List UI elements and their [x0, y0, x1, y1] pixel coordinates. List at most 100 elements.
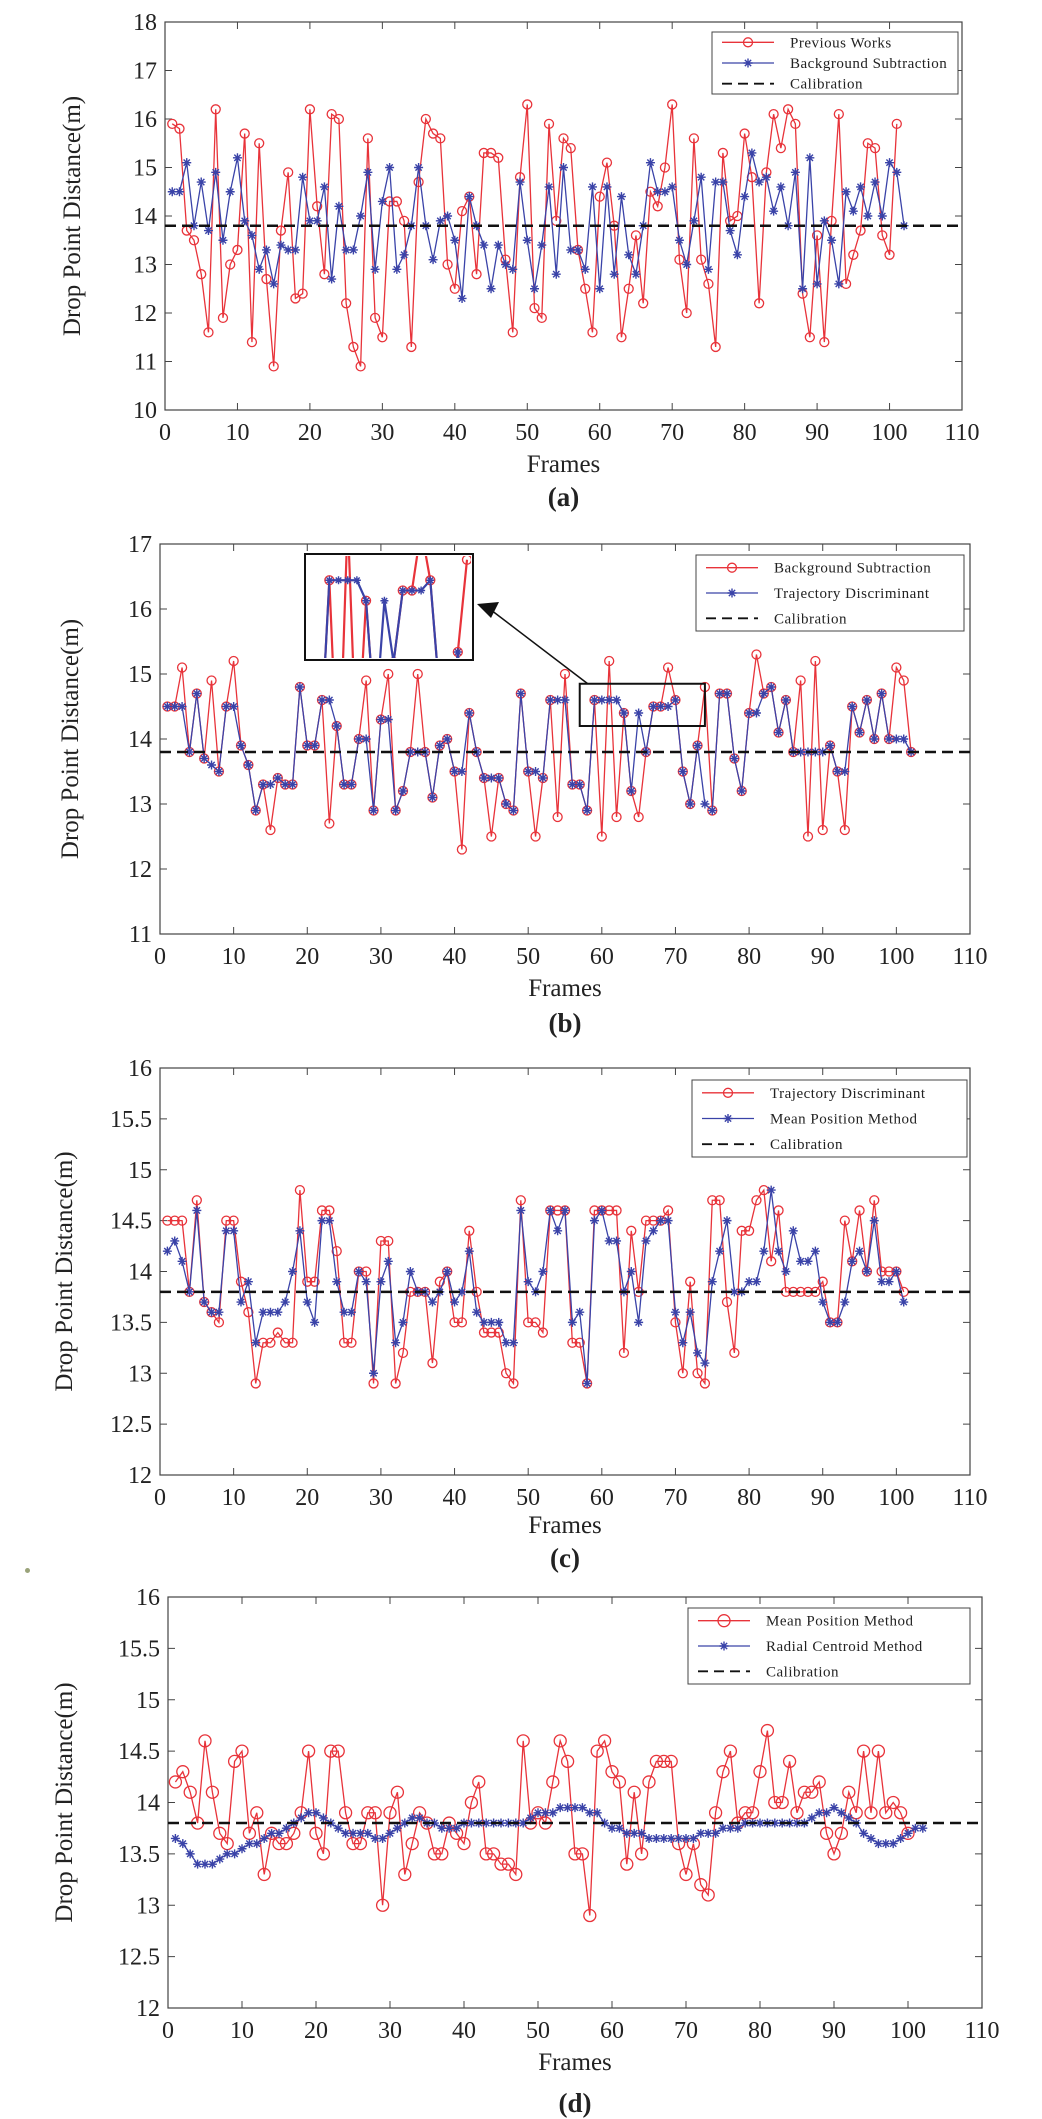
- data-point: [898, 675, 909, 686]
- data-point: [888, 1839, 898, 1849]
- zoom-arrow-head: [477, 602, 499, 618]
- data-point: [899, 734, 909, 744]
- data-point: [871, 1744, 886, 1758]
- data-point: [471, 269, 482, 280]
- x-tick-label: 40: [443, 1485, 467, 1511]
- data-point: [529, 302, 540, 314]
- data-point: [782, 1754, 797, 1769]
- data-point: [450, 1297, 460, 1307]
- x-tick-label: 10: [230, 2018, 254, 2044]
- legend-marker: [743, 58, 753, 68]
- data-point: [361, 1277, 371, 1287]
- y-tick-label: 14: [133, 204, 157, 230]
- data-point: [250, 1806, 264, 1820]
- subfigure-caption: (d): [559, 2088, 592, 2118]
- inset-data-point: [380, 596, 389, 605]
- data-point: [732, 250, 742, 260]
- data-point: [479, 1317, 489, 1327]
- data-point: [862, 695, 872, 705]
- data-point: [265, 824, 276, 836]
- x-tick-label: 90: [811, 944, 835, 970]
- data-point: [833, 109, 844, 120]
- data-point: [733, 1823, 743, 1833]
- x-tick-label: 110: [952, 1485, 987, 1511]
- y-tick-label: 18: [133, 10, 157, 36]
- x-tick-label: 50: [526, 2018, 550, 2044]
- data-point: [302, 1297, 312, 1307]
- data-point: [589, 695, 599, 705]
- data-point: [560, 1754, 575, 1769]
- legend-marker: [723, 1114, 733, 1123]
- data-point: [761, 172, 771, 182]
- data-point: [222, 1849, 232, 1859]
- x-tick-label: 10: [222, 1485, 246, 1511]
- y-tick-label: 11: [129, 922, 152, 948]
- data-point: [399, 250, 409, 260]
- x-tick-label: 100: [872, 420, 908, 446]
- legend-marker: [717, 1614, 731, 1628]
- data-point: [486, 1327, 497, 1338]
- data-point: [168, 1775, 183, 1789]
- data-point: [692, 1368, 703, 1379]
- data-point: [523, 1317, 534, 1328]
- data-point: [170, 1236, 180, 1246]
- x-tick-label: 110: [952, 944, 987, 970]
- data-point: [178, 1839, 188, 1849]
- inset-data-point: [343, 576, 352, 585]
- data-point: [587, 327, 598, 338]
- data-point: [310, 741, 320, 750]
- data-point: [167, 118, 178, 129]
- data-point: [622, 1828, 632, 1838]
- data-point: [682, 260, 692, 269]
- data-point: [575, 780, 585, 789]
- data-point: [290, 293, 301, 304]
- data-point: [162, 1215, 173, 1226]
- data-point: [753, 298, 765, 309]
- data-point: [206, 675, 217, 686]
- data-point: [267, 1828, 277, 1838]
- data-point: [825, 1317, 835, 1327]
- data-point: [573, 245, 583, 255]
- data-point: [644, 1833, 654, 1843]
- data-point: [877, 230, 888, 241]
- data-point: [863, 211, 873, 221]
- data-point: [817, 1276, 828, 1287]
- data-point: [259, 1833, 269, 1843]
- data-point: [354, 1267, 364, 1276]
- data-point: [217, 312, 229, 324]
- data-point: [210, 104, 221, 115]
- x-tick-label: 50: [516, 1485, 540, 1511]
- x-tick-label: 30: [369, 1485, 393, 1511]
- data-point: [560, 695, 570, 705]
- data-point: [597, 695, 607, 705]
- x-tick-label: 20: [304, 2018, 328, 2044]
- data-point: [370, 1833, 380, 1843]
- data-point: [723, 1744, 738, 1758]
- data-point: [796, 1256, 806, 1266]
- data-point: [309, 1276, 320, 1287]
- data-point: [662, 662, 674, 673]
- data-point: [736, 1225, 747, 1236]
- data-point: [400, 1818, 410, 1828]
- data-point: [333, 1823, 343, 1833]
- legend: Background Subtraction Trajectory Discrim…: [695, 554, 965, 632]
- data-point: [884, 1277, 894, 1287]
- data-point: [674, 235, 684, 245]
- legend-label: Trajectory Discriminant: [774, 586, 930, 602]
- data-point: [312, 201, 323, 212]
- data-point: [258, 1307, 268, 1317]
- data-point: [508, 1338, 518, 1348]
- plot-area: [160, 1184, 970, 1389]
- data-point: [221, 702, 231, 711]
- data-point: [254, 138, 265, 149]
- legend-marker: [727, 588, 737, 598]
- x-tick-label: 80: [737, 1485, 761, 1511]
- data-point: [339, 780, 349, 789]
- data-point: [170, 702, 180, 711]
- data-point: [664, 1754, 678, 1769]
- y-tick-label: 14.5: [118, 1739, 160, 1765]
- data-point: [170, 1833, 180, 1843]
- data-point: [302, 741, 312, 750]
- legend-marker: [742, 37, 754, 48]
- y-tick-label: 12: [133, 301, 157, 327]
